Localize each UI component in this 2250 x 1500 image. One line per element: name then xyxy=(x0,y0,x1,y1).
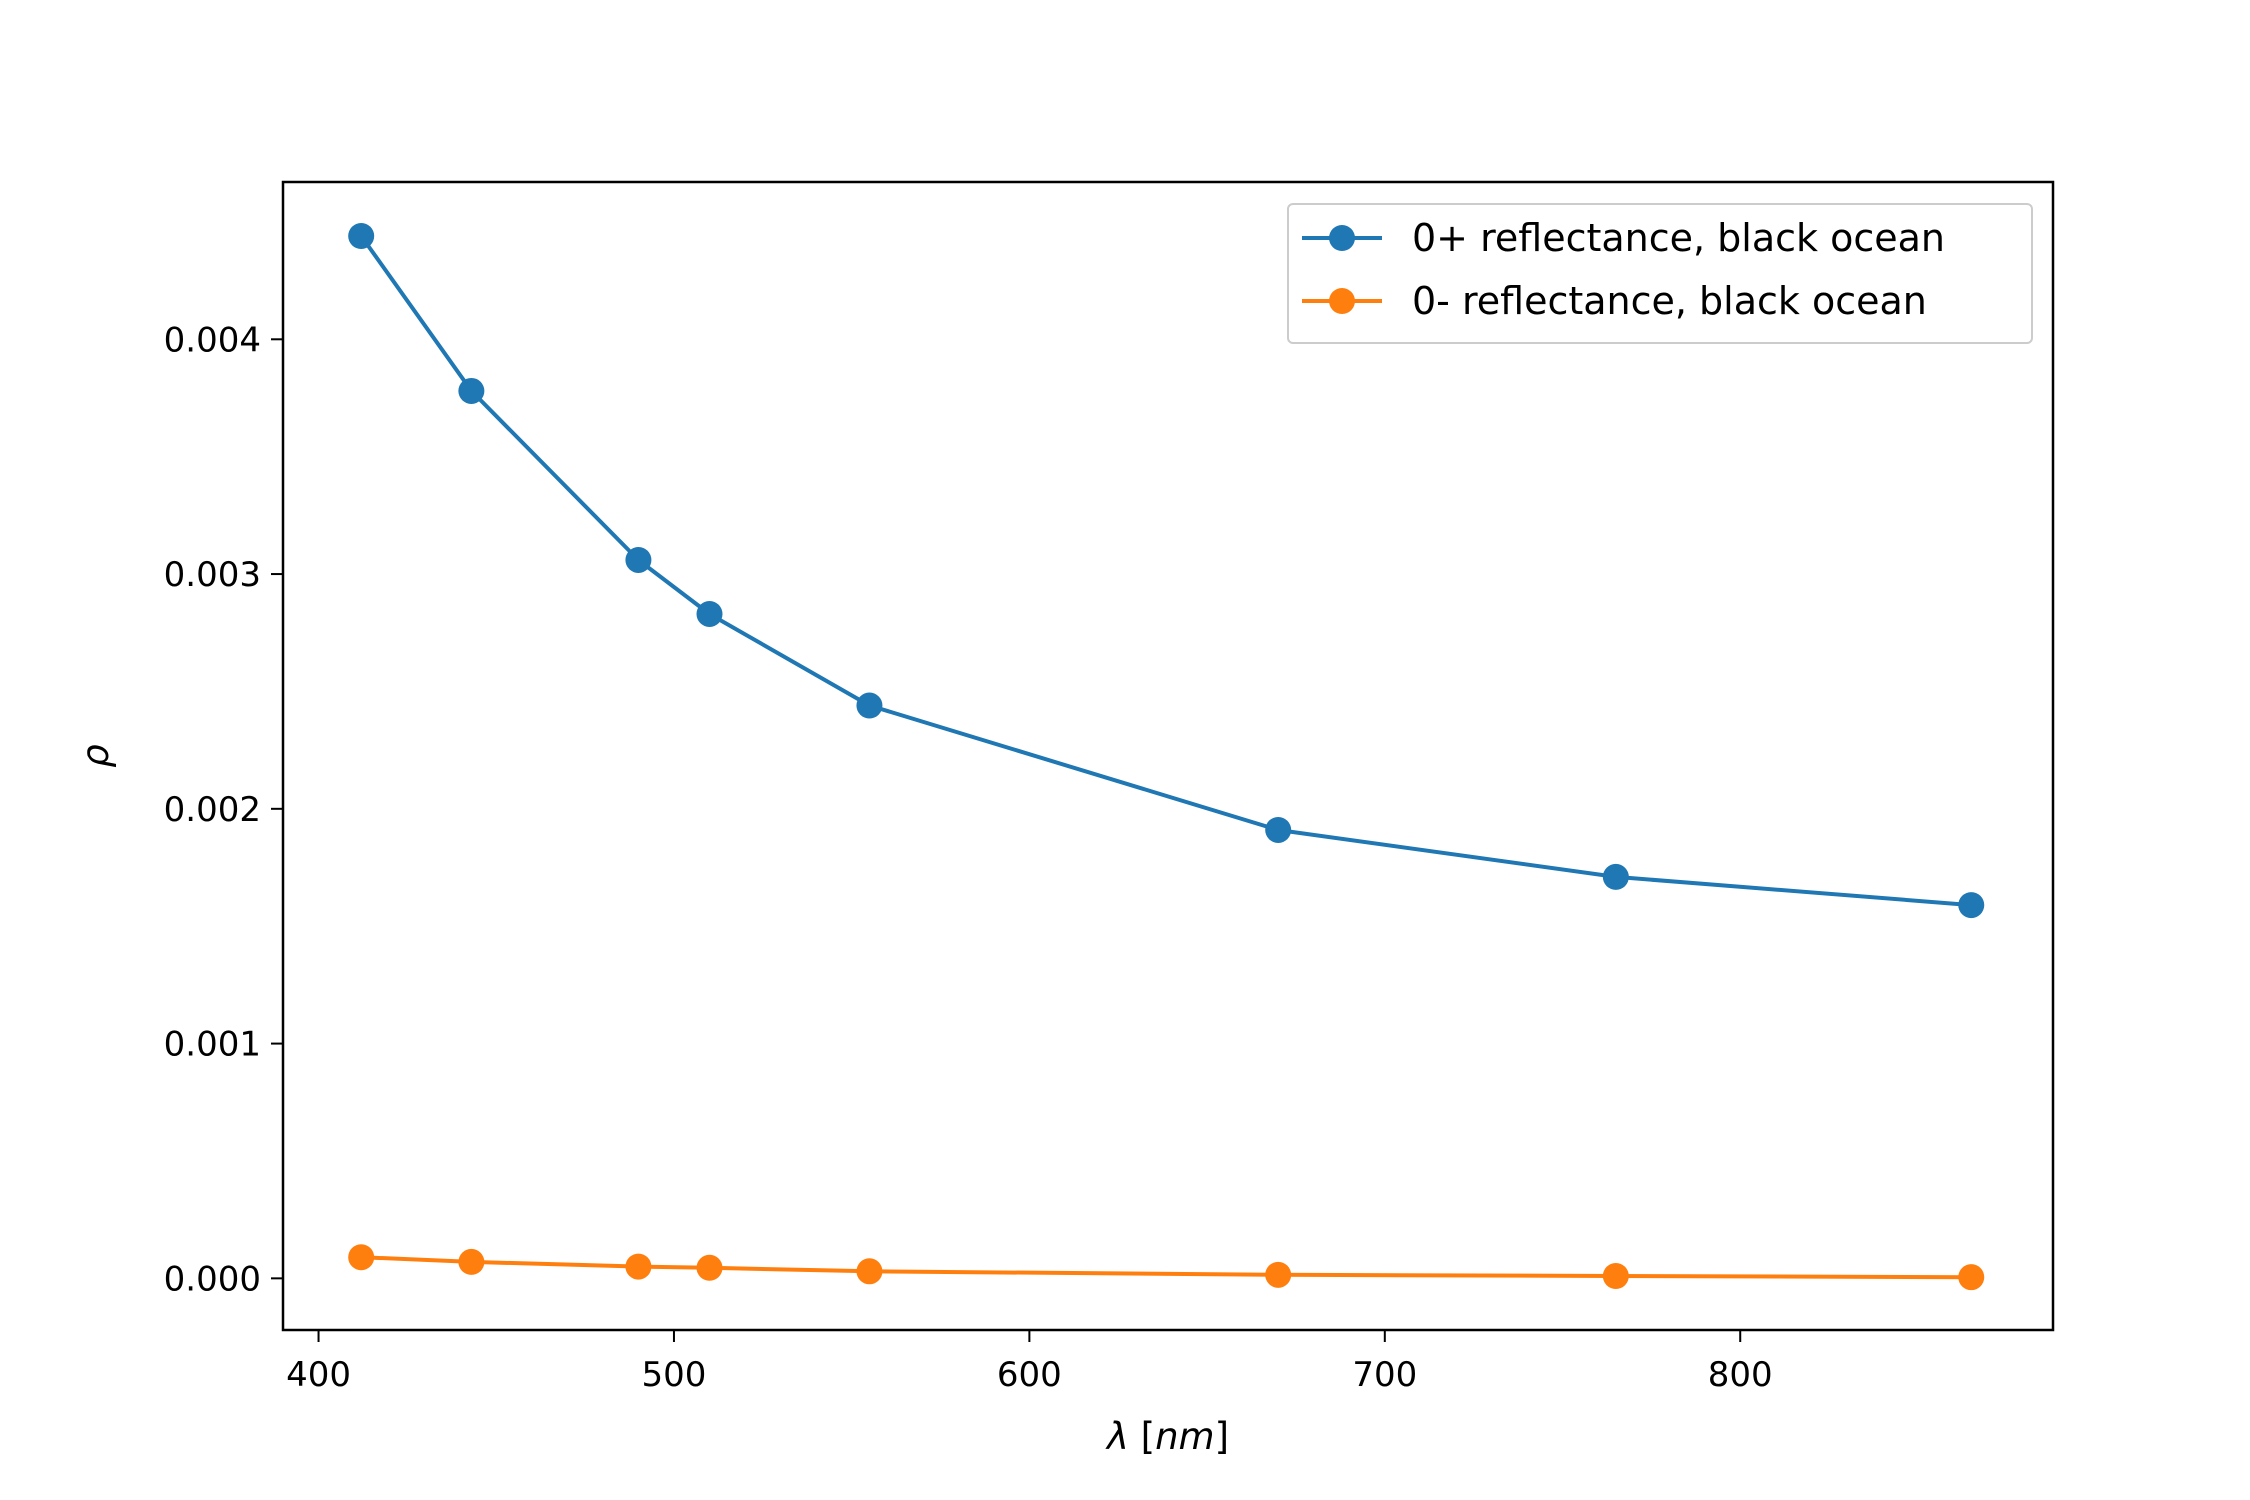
y-tick-label: 0.004 xyxy=(164,320,261,360)
x-tick-label: 400 xyxy=(286,1355,351,1395)
series-layer xyxy=(348,222,1985,1291)
y-tick-label: 0.003 xyxy=(164,555,261,595)
data-point xyxy=(348,222,375,249)
series-1 xyxy=(348,222,1985,919)
x-axis-label: λ [nm] xyxy=(1105,1415,1229,1458)
legend-entries: 0+ reflectance, black ocean 0- reflectanc… xyxy=(1302,216,1945,323)
data-point xyxy=(625,546,652,573)
legend-marker xyxy=(1329,225,1355,251)
legend-label: 0- reflectance, black ocean xyxy=(1412,279,1927,323)
x-tick-label: 700 xyxy=(1352,1355,1417,1395)
data-point xyxy=(625,1253,652,1280)
data-point xyxy=(348,1244,375,1271)
data-point xyxy=(696,1254,723,1281)
data-point xyxy=(856,692,883,719)
series-2 xyxy=(348,1244,1985,1291)
series-line xyxy=(359,234,1972,908)
legend-marker xyxy=(1329,288,1355,314)
data-point xyxy=(696,600,723,627)
x-tick-label: 500 xyxy=(642,1355,707,1395)
data-point xyxy=(458,1248,485,1275)
x-tick-label: 800 xyxy=(1708,1355,1773,1395)
legend: 0+ reflectance, black ocean 0- reflectanc… xyxy=(1287,203,2033,344)
x-axis-label-close-bracket: ] xyxy=(1215,1415,1229,1458)
series-line xyxy=(361,1255,1972,1280)
legend-label: 0+ reflectance, black ocean xyxy=(1412,216,1945,260)
x-tick-label: 600 xyxy=(997,1355,1062,1395)
data-point xyxy=(1602,863,1629,890)
data-point xyxy=(1602,1263,1629,1290)
y-tick-label: 0.000 xyxy=(164,1259,261,1299)
plot-frame xyxy=(281,180,2055,1332)
x-axis: 400 500 600 700 800 xyxy=(286,1330,1773,1395)
x-axis-label-open-bracket: [ xyxy=(1129,1415,1155,1458)
data-point xyxy=(1958,1264,1985,1291)
data-point xyxy=(1265,1261,1292,1288)
y-tick-label: 0.001 xyxy=(164,1025,261,1065)
data-point xyxy=(1265,816,1292,843)
x-axis-label-unit: nm xyxy=(1155,1415,1215,1458)
data-point xyxy=(458,377,485,404)
legend-frame xyxy=(1287,203,2033,344)
y-axis: 0.000 0.001 0.002 0.003 0.004 xyxy=(164,320,283,1299)
y-axis-label: ρ xyxy=(74,744,117,768)
data-point xyxy=(856,1258,883,1285)
x-axis-label-symbol: λ xyxy=(1105,1415,1129,1458)
y-tick-label: 0.002 xyxy=(164,790,261,830)
data-point xyxy=(1958,892,1985,919)
